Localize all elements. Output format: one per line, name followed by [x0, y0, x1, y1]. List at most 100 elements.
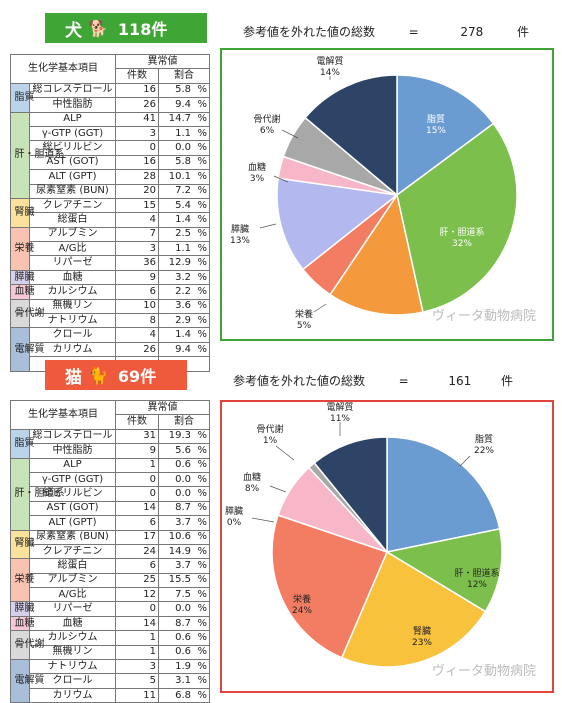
table-row: 中性脂肪 26 9.4%: [11, 97, 210, 113]
pie-label-value: 14%: [320, 68, 340, 78]
table-row: 肝・胆道系 ALP 1 0.6%: [10, 457, 210, 531]
item-name: ALP: [29, 111, 116, 127]
pie-label-4: 膵臓0%: [225, 506, 275, 528]
item-percent-sign: %: [193, 644, 210, 661]
table-row: 血糖 カルシウム 6 2.2%: [10, 284, 210, 300]
item-percent-sign: %: [193, 515, 210, 531]
cat-watermark: ヴィータ動物病院: [432, 664, 537, 679]
pie-slice-3: [271, 514, 389, 659]
item-percent-sign: %: [193, 529, 210, 545]
item-ratio: 1.1: [158, 241, 193, 257]
table-row: 総蛋白 4 1.4%: [11, 212, 210, 228]
item-count: 6: [115, 515, 159, 531]
pie-leader-line: [281, 129, 299, 139]
item-percent-sign: %: [193, 183, 210, 199]
group-label: 電解質: [10, 659, 45, 703]
pie-label-value: 15%: [426, 126, 446, 136]
table-row: 無機リン 1 0.6%: [11, 644, 210, 661]
item-name: A/G比: [29, 241, 116, 257]
table-row: リパーゼ 36 12.9%: [11, 255, 210, 271]
pie-label-name: 骨代謝: [256, 423, 283, 435]
item-name: AST (GOT): [29, 500, 116, 517]
cat-icon: 🐈: [88, 365, 108, 385]
pie-slice-4: [276, 177, 399, 271]
item-name: 総コレステロール: [29, 82, 116, 99]
item-name: ALT (GPT): [29, 515, 116, 531]
item-ratio: 1.4: [158, 212, 193, 228]
item-percent-sign: %: [193, 659, 210, 675]
cat-total-label: 参考値を外れた値の総数: [233, 374, 366, 388]
item-name: 総ビリルビン: [29, 486, 116, 502]
item-count: 20: [115, 183, 159, 199]
pie-slice-0: [396, 74, 495, 197]
pie-label-value: 13%: [230, 236, 250, 246]
item-name: リパーゼ: [29, 255, 116, 271]
item-name: 血糖: [29, 269, 116, 286]
item-ratio: 14.7: [158, 111, 193, 127]
item-percent-sign: %: [193, 587, 210, 603]
pie-label-name: 電解質: [326, 402, 353, 413]
item-percent-sign: %: [193, 284, 210, 300]
item-name: 血糖: [29, 615, 116, 632]
table-row: 腎臓 クレアチニン 15 5.4%: [10, 197, 210, 228]
item-name: クレアチニン: [29, 197, 116, 214]
item-percent-sign: %: [193, 500, 210, 517]
item-count: 14: [115, 500, 159, 517]
item-name: 中性脂肪: [29, 97, 116, 113]
item-percent-sign: %: [193, 140, 210, 156]
pie-slice-1: [396, 122, 518, 314]
item-name: カルシウム: [29, 284, 116, 300]
item-count: 24: [115, 543, 159, 560]
item-ratio: 5.8: [158, 82, 193, 99]
item-percent-sign: %: [193, 97, 210, 113]
cat-total: 参考値を外れた値の総数 = 161 件: [233, 372, 513, 389]
cat-total-value: 161: [448, 374, 472, 388]
dog-pie-chart: 脂質15%肝・胆道系32%腎臓13%栄養5%膵臓13%血糖3%骨代謝6%電解質1…: [230, 55, 518, 334]
dog-count: 118件: [117, 20, 168, 39]
item-count: 6: [115, 558, 159, 574]
dog-watermark: ヴィータ動物病院: [432, 309, 537, 324]
item-count: 9: [115, 269, 159, 286]
cat-pie-chart: 脂質22%肝・胆道系12%腎臓23%栄養24%膵臓0%血糖8%骨代謝1%電解質1…: [225, 401, 503, 668]
table-row: 総ビリルビン 0 0.0%: [11, 140, 210, 156]
group-label: 膵臓: [10, 269, 35, 286]
table-row: 栄養 アルブミン 7 2.5%: [10, 226, 210, 271]
item-count: 14: [115, 615, 159, 632]
item-ratio: 0.6: [158, 457, 193, 473]
item-percent-sign: %: [193, 558, 210, 574]
item-percent-sign: %: [193, 255, 210, 271]
item-percent-sign: %: [193, 572, 210, 589]
item-count: 16: [115, 82, 159, 99]
item-count: 12: [115, 587, 159, 603]
pie-leader-line: [313, 303, 327, 313]
pie-label-name: 腎臓: [413, 626, 431, 637]
pie-label-name: 栄養: [293, 593, 311, 605]
group-label: 脂質: [10, 428, 35, 459]
item-count: 9: [115, 443, 159, 459]
header-item: 生化学基本項目: [10, 54, 116, 84]
table-row: γ-GTP (GGT) 3 1.1%: [11, 125, 210, 142]
table-row: 血糖 血糖 14 8.7%: [10, 615, 210, 632]
item-name: 中性脂肪: [29, 443, 116, 459]
item-count: 8: [115, 313, 159, 329]
group-label: 腎臓: [10, 529, 35, 560]
item-ratio: 0.0: [158, 471, 193, 488]
item-ratio: 5.8: [158, 154, 193, 171]
table-row: ナトリウム 8 2.9%: [11, 313, 210, 329]
item-name: クレアチニン: [29, 543, 116, 560]
item-count: 31: [115, 428, 159, 445]
cat-chart-panel: 脂質 22% 肝・胆道系 12% 腎臓 23% 栄養 24% 膵臓 0% 血糖 8% 骨代謝 1% 電解質 1…: [220, 400, 554, 693]
item-ratio: 3.7: [158, 515, 193, 531]
item-name: ALP: [29, 457, 116, 473]
group-label: 肝・胆道系: [10, 457, 65, 531]
item-count: 0: [115, 471, 159, 488]
pie-label-name: 脂質: [475, 433, 493, 445]
item-percent-sign: %: [193, 327, 210, 343]
pie-slice-7: [304, 74, 398, 197]
pie-leader-line: [275, 445, 295, 461]
